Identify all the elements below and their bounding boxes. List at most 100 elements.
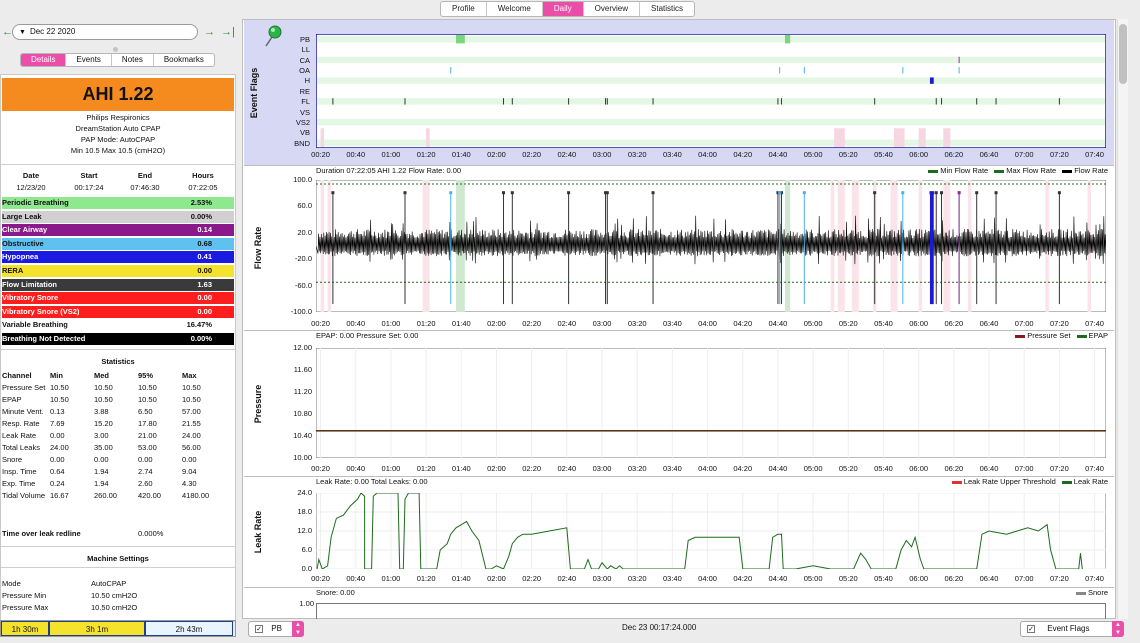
x-tick-label: 05:40 — [874, 574, 893, 583]
index-row[interactable]: Flow Limitation 1.63 — [2, 278, 234, 291]
date-picker[interactable]: ▼ Dec 22 2020 — [12, 24, 198, 40]
top-tab-bar: Profile Welcome Daily Overview Statistics — [440, 1, 696, 17]
x-tick-label: 06:20 — [944, 150, 964, 159]
x-tick-label: 04:40 — [768, 574, 788, 583]
x-tick-label: 01:00 — [381, 319, 401, 328]
next-day-icon[interactable]: → — [204, 26, 215, 38]
index-row[interactable]: Large Leak 0.00% — [2, 210, 234, 223]
flow-rate-plot[interactable] — [316, 180, 1106, 312]
x-tick-label: 04:40 — [768, 319, 788, 328]
snore-plot[interactable] — [316, 603, 1106, 619]
tab-profile[interactable]: Profile — [441, 2, 487, 16]
stats-cell: 7.69 — [50, 419, 65, 428]
index-row[interactable]: Breathing Not Detected 0.00% — [2, 333, 234, 345]
x-tick-label: 07:00 — [1014, 574, 1034, 583]
subtab-events[interactable]: Events — [66, 54, 112, 66]
stats-cell: 10.50 — [94, 383, 113, 392]
x-tick-label: 02:00 — [487, 150, 506, 159]
event-flags-xaxis: 00:20 00:40 01:00 01:20 01:40 02:00 02:20 02:40… — [311, 150, 1106, 160]
channel-label-vs2: VS2 — [295, 117, 310, 127]
index-row[interactable]: Vibratory Snore 0.00 — [2, 292, 234, 305]
stats-channel: Leak Rate — [2, 431, 37, 440]
graph-scrollbar[interactable] — [1117, 19, 1128, 619]
x-tick-label: 03:00 — [592, 319, 612, 328]
select-arrows-icon: ▲ ▼ — [1112, 621, 1124, 637]
graph-area: Event Flags PB LL CA OA H RE FL VS VS2 VB BND 00:2… — [242, 19, 1116, 619]
x-tick-label: 00:20 — [311, 150, 330, 159]
x-tick-label: 00:40 — [346, 574, 366, 583]
x-tick-label: 03:20 — [627, 150, 647, 159]
leak-rate-legend: Leak Rate Upper Threshold Leak Rate — [951, 477, 1108, 487]
x-tick-label: 00:20 — [311, 319, 330, 328]
flow-rate-xaxis: 00:20 00:40 01:00 01:20 01:40 02:00 02:20 02:40… — [311, 319, 1106, 329]
index-value: 0.00 — [197, 293, 212, 303]
event-flags-plot[interactable] — [316, 34, 1106, 148]
index-row[interactable]: Obstructive 0.68 — [2, 237, 234, 250]
last-day-icon[interactable]: →| — [221, 26, 235, 38]
index-row[interactable]: Variable Breathing 16.47% — [2, 319, 234, 332]
date-navigation: ← ▼ Dec 22 2020 → →| — [0, 24, 236, 40]
scrollbar-thumb[interactable] — [1119, 24, 1127, 84]
channel-label-re: RE — [299, 86, 310, 96]
channel-label-vb: VB — [299, 128, 310, 138]
stats-row: Total Leaks 24.00 35.00 53.00 56.00 — [2, 442, 234, 454]
stats-cell: 0.00 — [94, 455, 109, 464]
x-tick-label: 05:00 — [803, 464, 823, 473]
session-start-header: Start — [80, 171, 98, 180]
index-row[interactable]: Hypopnea 0.41 — [2, 251, 234, 264]
x-tick-label: 07:20 — [1049, 319, 1069, 328]
graph-select[interactable]: ✓ Event Flags ▲ ▼ — [1020, 621, 1124, 637]
index-row[interactable]: Clear Airway 0.14 — [2, 224, 234, 237]
x-tick-label: 03:40 — [662, 464, 682, 473]
stats-cell: 4.30 — [182, 479, 197, 488]
time-over-leak-value: 0.000% — [138, 529, 164, 538]
tab-welcome[interactable]: Welcome — [487, 2, 543, 16]
event-flags-ylabel: Event Flags — [249, 67, 259, 118]
leak-rate-plot[interactable] — [316, 493, 1106, 569]
summary-segment[interactable]: 2h 43m — [145, 621, 233, 636]
index-row[interactable]: RERA 0.00 — [2, 265, 234, 277]
tab-overview[interactable]: Overview — [584, 2, 641, 16]
x-tick-label: 01:00 — [381, 574, 401, 583]
subtab-notes[interactable]: Notes — [112, 54, 154, 66]
time-over-leak: Time over leak redline 0.000% — [2, 529, 234, 538]
pin-icon[interactable] — [262, 24, 284, 48]
tab-daily[interactable]: Daily — [542, 2, 584, 16]
index-name: Flow Limitation — [2, 279, 57, 289]
pressure-plot[interactable] — [316, 348, 1106, 458]
x-tick-label: 07:20 — [1049, 150, 1069, 159]
x-tick-label: 03:00 — [592, 574, 612, 583]
channel-band — [317, 67, 1105, 74]
legend-label: EPAP — [1088, 331, 1108, 340]
x-tick-label: 02:00 — [487, 464, 506, 473]
ahi-badge: AHI 1.22 — [2, 78, 234, 111]
summary-segment[interactable]: 3h 1m — [49, 621, 145, 636]
y-tick-label: 0.0 — [301, 564, 312, 573]
legend-label: Snore — [1087, 588, 1108, 597]
index-row[interactable]: Vibratory Snore (VS2) 0.00 — [2, 305, 234, 318]
stats-channel: Insp. Time — [2, 467, 37, 476]
index-value: 2.53% — [190, 198, 212, 207]
summary-segment[interactable]: 1h 30m — [1, 621, 49, 636]
x-tick-label: 02:40 — [557, 574, 577, 583]
subtab-bookmarks[interactable]: Bookmarks — [163, 55, 204, 64]
channel-label-pb: PB — [299, 35, 310, 44]
x-tick-label: 05:20 — [838, 464, 858, 473]
subtab-details[interactable]: Details — [21, 54, 67, 66]
channel-label-fl: FL — [301, 97, 310, 107]
x-tick-label: 06:40 — [979, 150, 999, 159]
x-tick-label: 04:00 — [698, 319, 717, 328]
legend-swatch — [1076, 334, 1087, 338]
legend-swatch — [994, 169, 1005, 173]
index-row[interactable]: Periodic Breathing 2.53% — [2, 197, 234, 209]
index-value: 16.47% — [186, 320, 212, 330]
event-type-select[interactable]: ✓ PB ▲ ▼ — [248, 621, 304, 637]
legend-swatch — [1075, 591, 1086, 595]
x-tick-label: 06:00 — [909, 150, 929, 159]
prev-day-icon[interactable]: ← — [2, 26, 13, 38]
event-marker-head — [929, 191, 933, 195]
legend-label: Pressure Set — [1027, 331, 1071, 340]
stats-header: Channel — [2, 371, 32, 380]
splitter-handle[interactable] — [113, 47, 118, 52]
tab-statistics[interactable]: Statistics — [651, 4, 684, 13]
